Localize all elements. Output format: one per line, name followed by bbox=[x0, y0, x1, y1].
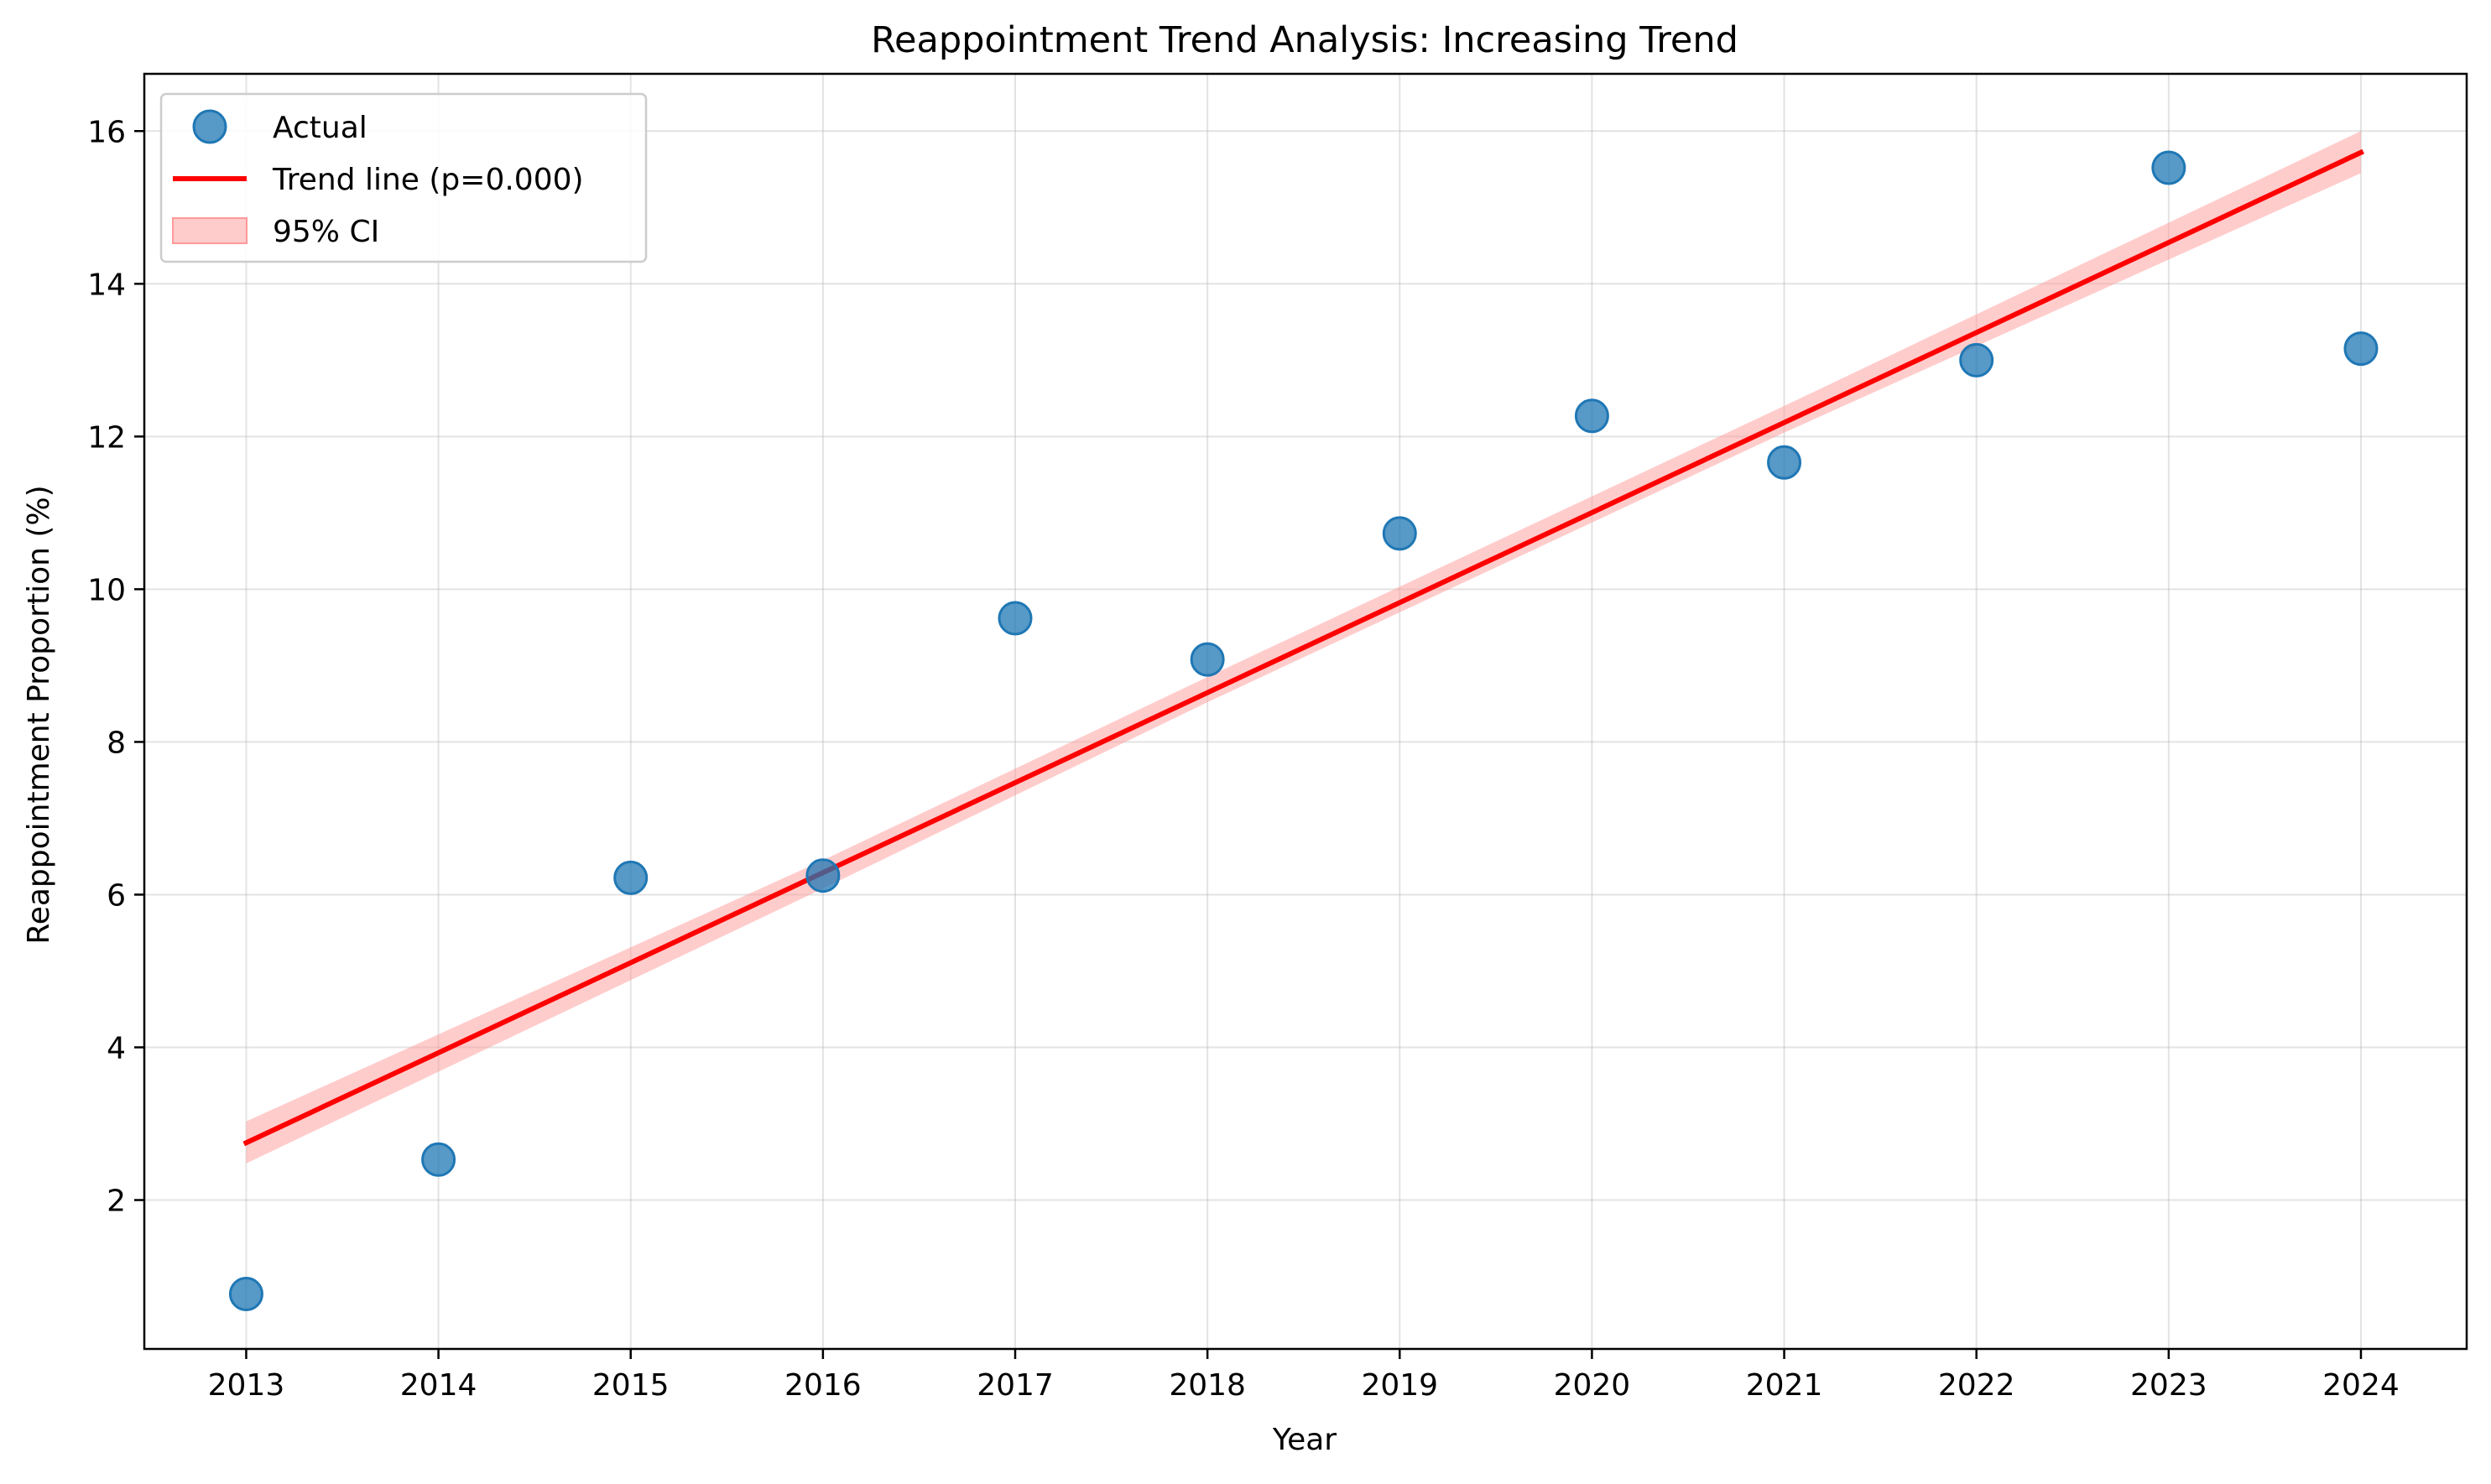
y-tick-label: 8 bbox=[107, 726, 126, 760]
axis-ticks: 2013 2014 2015 2016 2017 2018 2019 2020 2021 2022… bbox=[87, 115, 2400, 1403]
data-point-2022 bbox=[1959, 342, 1994, 378]
legend-label: Trend line (p=0.000) bbox=[272, 163, 584, 197]
y-tick-label: 6 bbox=[107, 878, 126, 913]
x-tick-label: 2020 bbox=[1554, 1368, 1631, 1403]
data-point-2024 bbox=[2343, 331, 2379, 367]
x-tick-label: 2018 bbox=[1169, 1368, 1246, 1403]
y-tick-label: 14 bbox=[87, 268, 126, 302]
x-tick-label: 2017 bbox=[977, 1368, 1054, 1403]
x-axis-label: Year bbox=[1272, 1423, 1337, 1457]
y-tick-label: 4 bbox=[107, 1031, 126, 1065]
trend-line-layer bbox=[242, 148, 2364, 1147]
data-point-2017 bbox=[998, 601, 1033, 636]
legend: Actual Trend line (p=0.000) 95% CI bbox=[159, 92, 648, 263]
y-tick-label: 12 bbox=[87, 420, 126, 455]
legend-marker-ci bbox=[172, 217, 248, 244]
x-tick-label: 2019 bbox=[1361, 1368, 1438, 1403]
data-point-2014 bbox=[421, 1142, 456, 1177]
y-axis-label: Reappointment Proportion (%) bbox=[22, 485, 56, 944]
x-tick-label: 2016 bbox=[784, 1368, 862, 1403]
y-tick-label: 2 bbox=[107, 1185, 126, 1219]
trend-line bbox=[242, 148, 2364, 1147]
data-point-2016 bbox=[805, 858, 841, 893]
x-tick-label: 2022 bbox=[1938, 1368, 2015, 1403]
y-tick-label: 10 bbox=[87, 573, 126, 607]
legend-marker-actual bbox=[192, 109, 227, 144]
x-tick-label: 2023 bbox=[2130, 1368, 2207, 1403]
chart-title: Reappointment Trend Analysis: Increasing… bbox=[871, 19, 1738, 61]
data-point-2019 bbox=[1382, 516, 1417, 551]
data-point-2015 bbox=[613, 860, 649, 895]
x-tick-label: 2015 bbox=[592, 1368, 670, 1403]
data-point-2021 bbox=[1767, 445, 1802, 480]
data-point-2013 bbox=[228, 1276, 263, 1311]
plot-frame bbox=[143, 72, 2468, 1351]
x-tick-label: 2024 bbox=[2322, 1368, 2400, 1403]
x-tick-label: 2013 bbox=[208, 1368, 285, 1403]
legend-label: Actual bbox=[273, 111, 367, 145]
y-tick-label: 16 bbox=[87, 115, 126, 149]
data-point-2020 bbox=[1574, 398, 1609, 434]
data-point-2018 bbox=[1190, 642, 1225, 677]
x-tick-label: 2014 bbox=[400, 1368, 477, 1403]
data-point-2023 bbox=[2151, 150, 2186, 185]
scatter-points-layer bbox=[228, 150, 2379, 1311]
x-tick-label: 2021 bbox=[1746, 1368, 1823, 1403]
legend-label: 95% CI bbox=[273, 215, 379, 249]
legend-box bbox=[159, 92, 648, 263]
